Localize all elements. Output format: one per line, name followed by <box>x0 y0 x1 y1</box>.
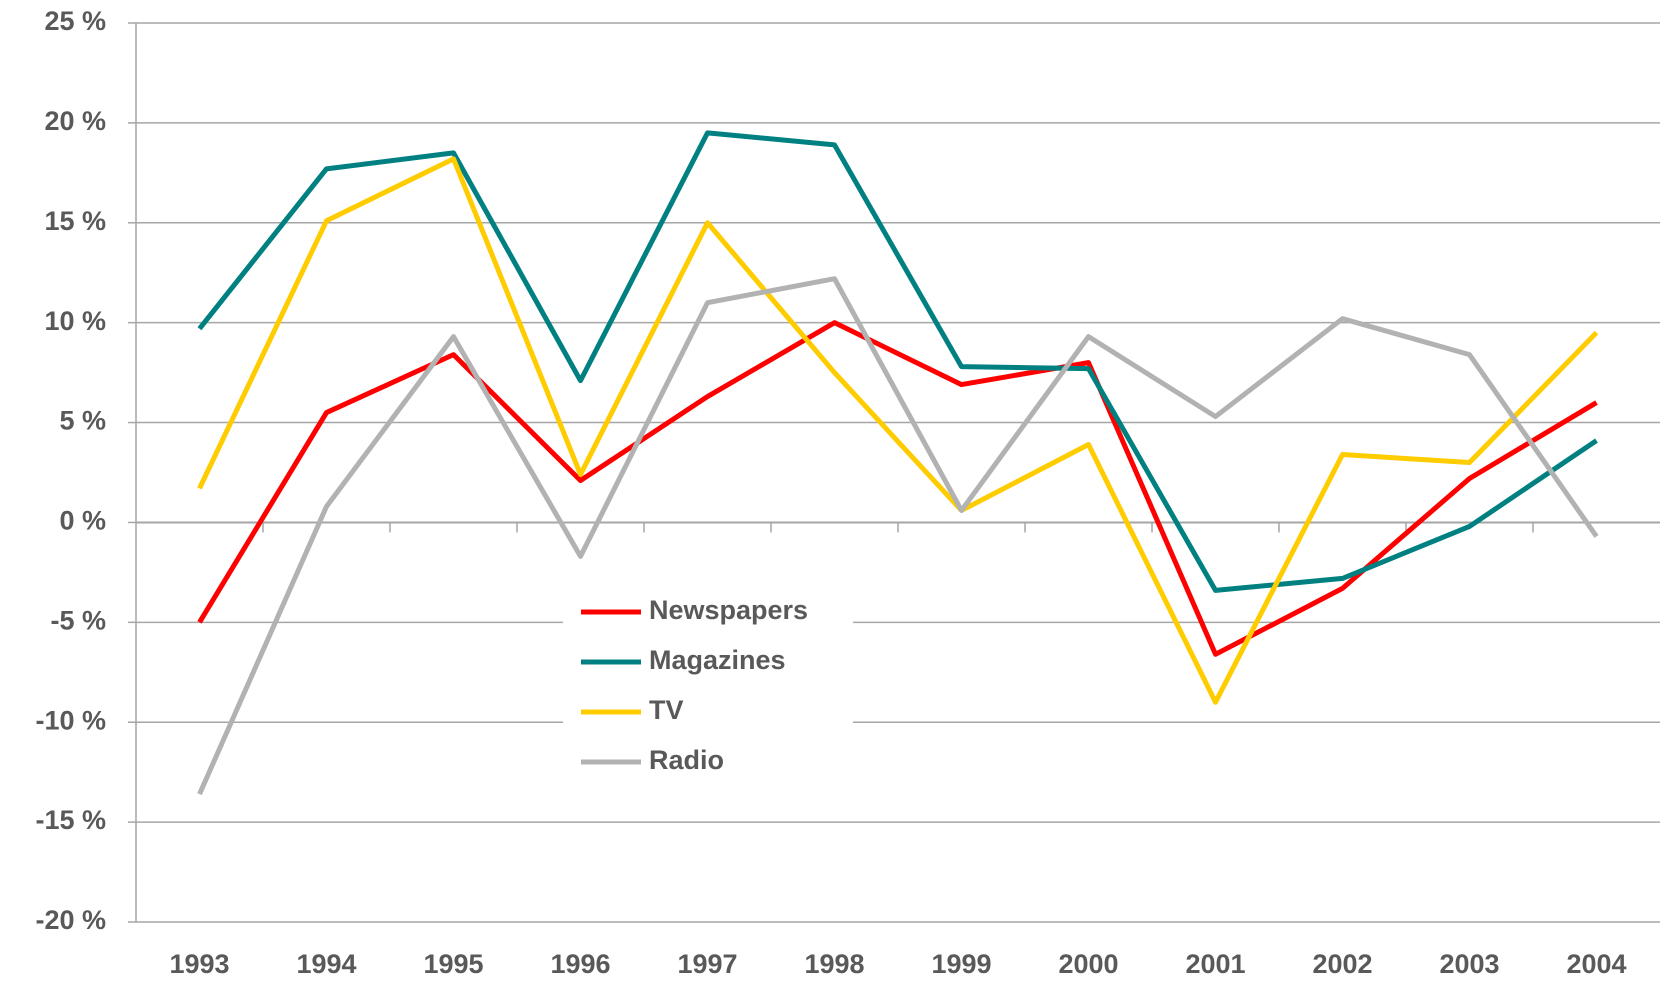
x-tick-label: 2004 <box>1566 949 1626 979</box>
x-tick-label: 2003 <box>1439 949 1499 979</box>
y-tick-label: 5 % <box>59 406 106 436</box>
x-tick-label: 1997 <box>677 949 737 979</box>
x-tick-label: 1999 <box>931 949 991 979</box>
x-tick-label: 2002 <box>1312 949 1372 979</box>
x-tick-label: 1996 <box>550 949 610 979</box>
series-line <box>197 320 1598 657</box>
series-line <box>197 276 1599 796</box>
y-tick-label: 0 % <box>59 506 106 536</box>
y-tick-label: 20 % <box>44 106 106 136</box>
x-tick-label: 1994 <box>296 949 356 979</box>
legend-label: Radio <box>649 745 724 775</box>
y-tick-label: -20 % <box>35 905 106 935</box>
y-tick-label: 25 % <box>44 6 106 36</box>
series-line <box>197 130 1598 593</box>
y-tick-label: 15 % <box>44 206 106 236</box>
y-tick-label: -10 % <box>35 705 106 735</box>
x-tick-label: 1993 <box>169 949 229 979</box>
legend-label: Newspapers <box>649 595 808 625</box>
legend-label: Magazines <box>649 645 786 675</box>
y-tick-label: 10 % <box>44 306 106 336</box>
y-tick-label: -15 % <box>35 805 106 835</box>
x-tick-label: 2000 <box>1058 949 1118 979</box>
legend-label: TV <box>649 695 684 725</box>
y-tick-label: -5 % <box>50 605 106 635</box>
x-tick-label: 1995 <box>423 949 483 979</box>
x-tick-label: 2001 <box>1185 949 1245 979</box>
series-line <box>197 156 1599 705</box>
x-tick-label: 1998 <box>804 949 864 979</box>
legend-box <box>563 580 853 792</box>
